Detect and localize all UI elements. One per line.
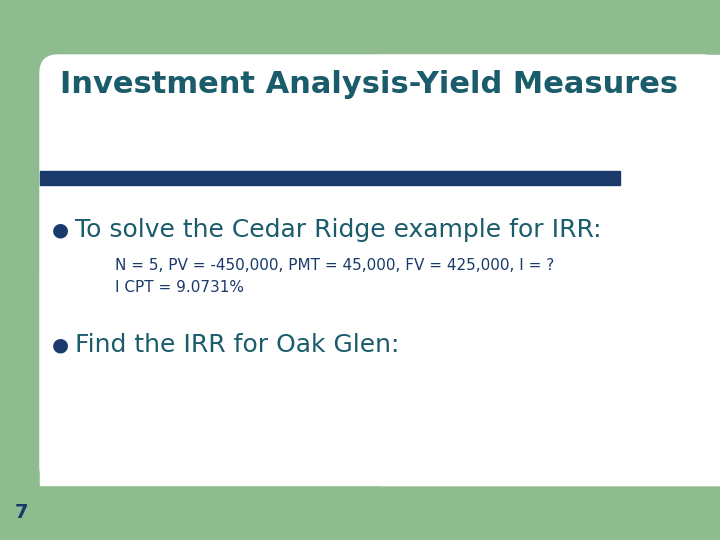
- Text: Find the IRR for Oak Glen:: Find the IRR for Oak Glen:: [75, 333, 400, 357]
- FancyBboxPatch shape: [40, 55, 720, 485]
- Bar: [40, 270, 720, 485]
- Text: ●: ●: [52, 335, 69, 354]
- Text: N = 5, PV = -450,000, PMT = 45,000, FV = 425,000, I = ?: N = 5, PV = -450,000, PMT = 45,000, FV =…: [115, 258, 554, 273]
- Text: Investment Analysis-Yield Measures: Investment Analysis-Yield Measures: [60, 70, 678, 99]
- Text: I CPT = 9.0731%: I CPT = 9.0731%: [115, 280, 244, 295]
- Text: 7: 7: [15, 503, 29, 522]
- Bar: [380, 55, 720, 485]
- Text: To solve the Cedar Ridge example for IRR:: To solve the Cedar Ridge example for IRR…: [75, 218, 601, 242]
- Text: ●: ●: [52, 220, 69, 240]
- Bar: [40, 171, 620, 185]
